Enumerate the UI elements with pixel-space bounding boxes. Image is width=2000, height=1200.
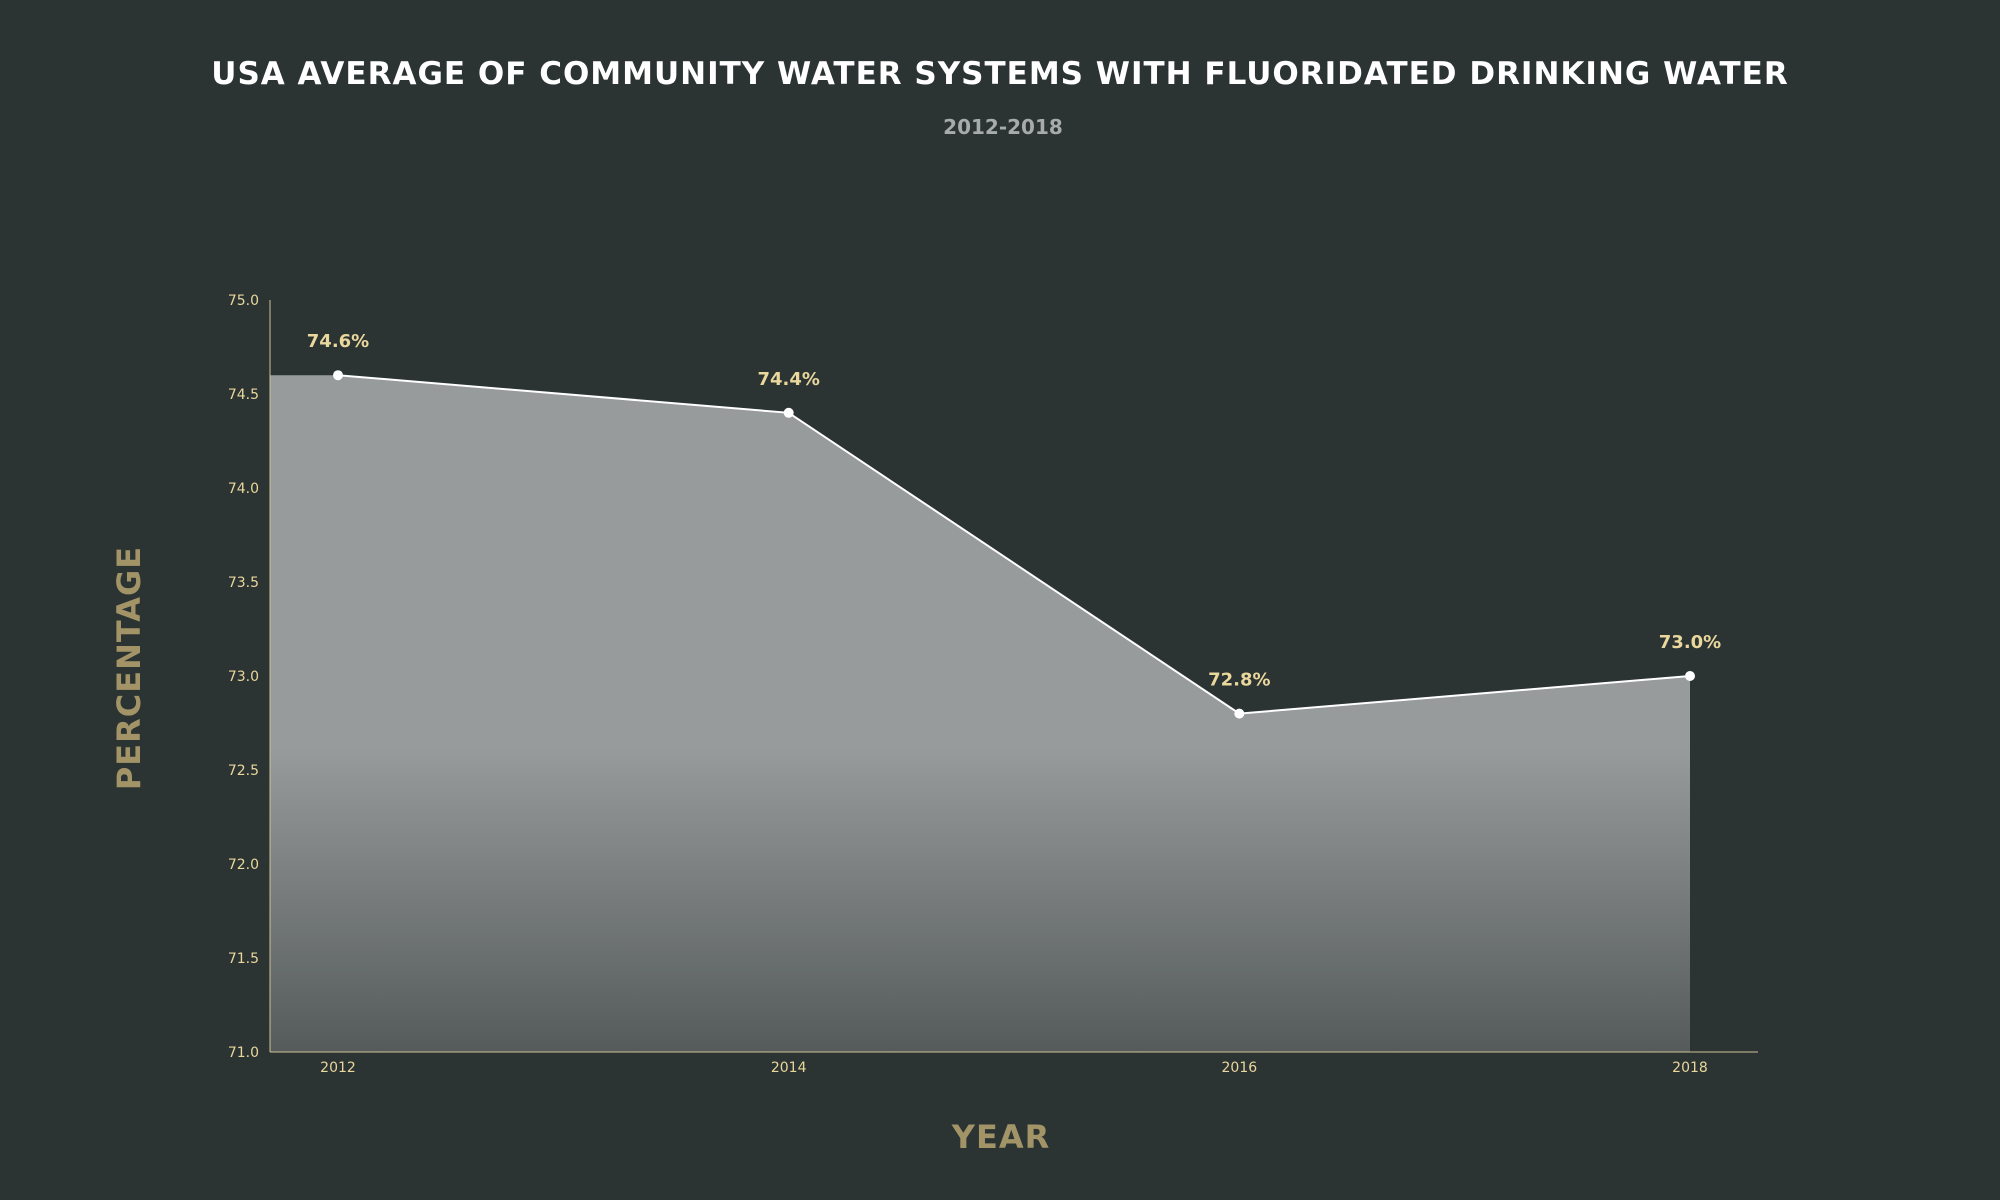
series-line xyxy=(337,374,1691,715)
data-point xyxy=(1685,671,1695,681)
x-tick-label: 2012 xyxy=(320,1060,356,1076)
y-tick-label: 72.0 xyxy=(228,857,259,873)
x-axis-title: YEAR xyxy=(951,1118,1050,1156)
x-tick-label: 2018 xyxy=(1672,1060,1708,1076)
data-point xyxy=(783,407,794,418)
y-tick-label: 73.0 xyxy=(228,669,259,685)
y-tick-label: 71.5 xyxy=(228,951,259,967)
data-point xyxy=(1234,708,1245,719)
area-fill xyxy=(270,375,1690,1052)
y-axis-title: PERCENTAGE xyxy=(110,546,148,790)
x-tick-label: 2016 xyxy=(1222,1060,1258,1076)
data-point xyxy=(333,370,343,381)
chart-subtitle: 2012-2018 xyxy=(943,115,1063,139)
data-label: 72.8% xyxy=(1208,670,1270,691)
chart-title: USA AVERAGE OF COMMUNITY WATER SYSTEMS W… xyxy=(211,56,1788,92)
y-tick-label: 71.0 xyxy=(228,1045,259,1061)
y-tick-label: 75.0 xyxy=(228,293,259,309)
y-tick-label: 73.5 xyxy=(228,575,259,591)
x-tick-label: 2014 xyxy=(771,1060,807,1076)
y-tick-label: 74.0 xyxy=(228,481,259,497)
y-tick-label: 72.5 xyxy=(228,763,259,779)
y-tick-label: 74.5 xyxy=(228,387,259,403)
data-label: 73.0% xyxy=(1659,632,1721,653)
data-label: 74.4% xyxy=(757,369,819,390)
data-label: 74.6% xyxy=(307,331,369,352)
plot-area: 71.0 71.5 72.0 72.5 73.0 73.5 74.0 74.5 75.0 2012… xyxy=(228,293,1758,1076)
